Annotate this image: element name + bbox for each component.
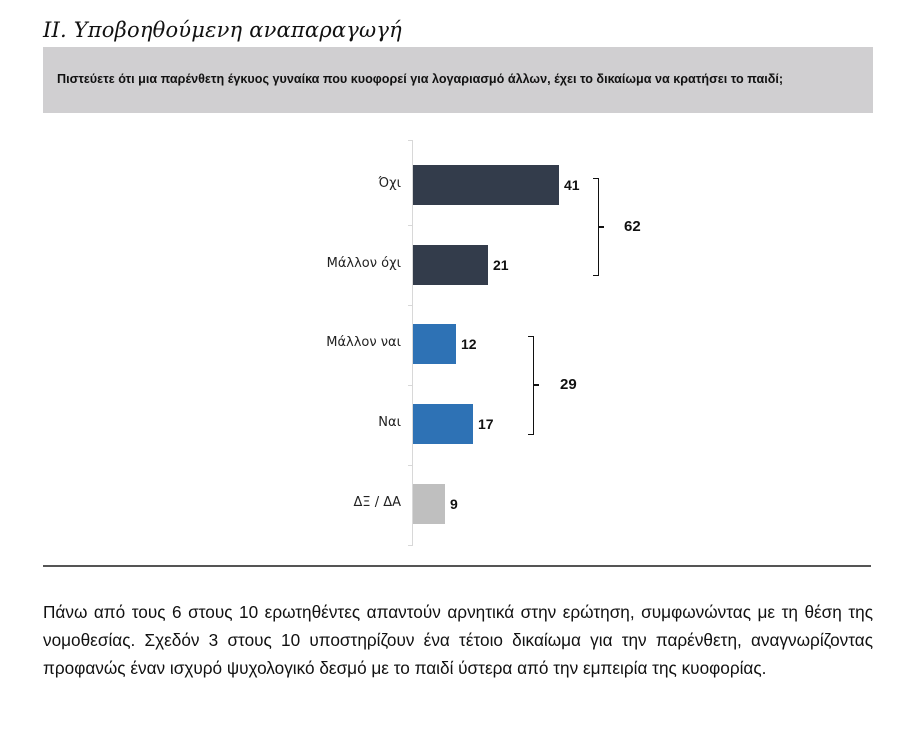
section-title: ΙΙ. Υποβοηθούμενη αναπαραγωγή [43, 18, 402, 42]
group-bracket-negative [593, 178, 599, 276]
axis-tick [408, 225, 413, 226]
category-label-oxi: Όχι [378, 176, 401, 191]
value-label-nai: 17 [478, 416, 494, 432]
value-label-mallon-oxi: 21 [493, 257, 509, 273]
category-label-nai: Ναι [378, 415, 401, 430]
value-label-dk-na: 9 [450, 496, 458, 512]
value-label-mallon-nai: 12 [461, 336, 477, 352]
axis-tick [408, 140, 413, 141]
category-label-mallon-nai: Μάλλον ναι [326, 335, 401, 350]
category-label-mallon-oxi: Μάλλον όχι [326, 256, 401, 271]
group-bracket-positive [528, 336, 534, 435]
bar-nai [413, 404, 473, 444]
summary-paragraph: Πάνω από τους 6 στους 10 ερωτηθέντες απα… [43, 602, 873, 678]
question-text: Πιστεύετε ότι μια παρένθετη έγκυος γυναί… [57, 72, 784, 86]
bar-oxi [413, 165, 559, 205]
question-banner: Πιστεύετε ότι μια παρένθετη έγκυος γυναί… [43, 47, 873, 113]
axis-tick [408, 385, 413, 386]
group-total-positive: 29 [560, 376, 577, 393]
bar-mallon-oxi [413, 245, 488, 285]
axis-tick [408, 545, 413, 546]
bar-dk-na [413, 484, 445, 524]
category-label-dk-na: ΔΞ / ΔΑ [353, 495, 401, 510]
bar-chart: Όχι 41 Μάλλον όχι 21 Μάλλον ναι 12 Ναι 1… [326, 140, 641, 546]
group-bracket-tick [599, 226, 604, 228]
axis-tick [408, 465, 413, 466]
axis-tick [408, 305, 413, 306]
section-divider [43, 565, 871, 567]
group-bracket-tick [534, 384, 539, 386]
value-label-oxi: 41 [564, 177, 580, 193]
category-axis [412, 140, 413, 545]
bar-mallon-nai [413, 324, 456, 364]
group-total-negative: 62 [624, 218, 641, 235]
